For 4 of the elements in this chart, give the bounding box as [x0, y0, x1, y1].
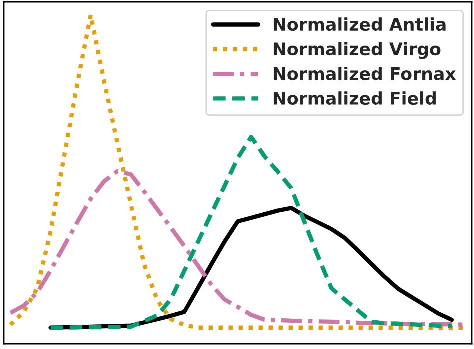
- legend-label: Normalized Antlia: [274, 18, 446, 32]
- legend-label: Normalized Virgo: [274, 42, 441, 60]
- legend-label: Normalized Fornax: [274, 66, 456, 80]
- legend-label: Normalized Field: [274, 92, 436, 106]
